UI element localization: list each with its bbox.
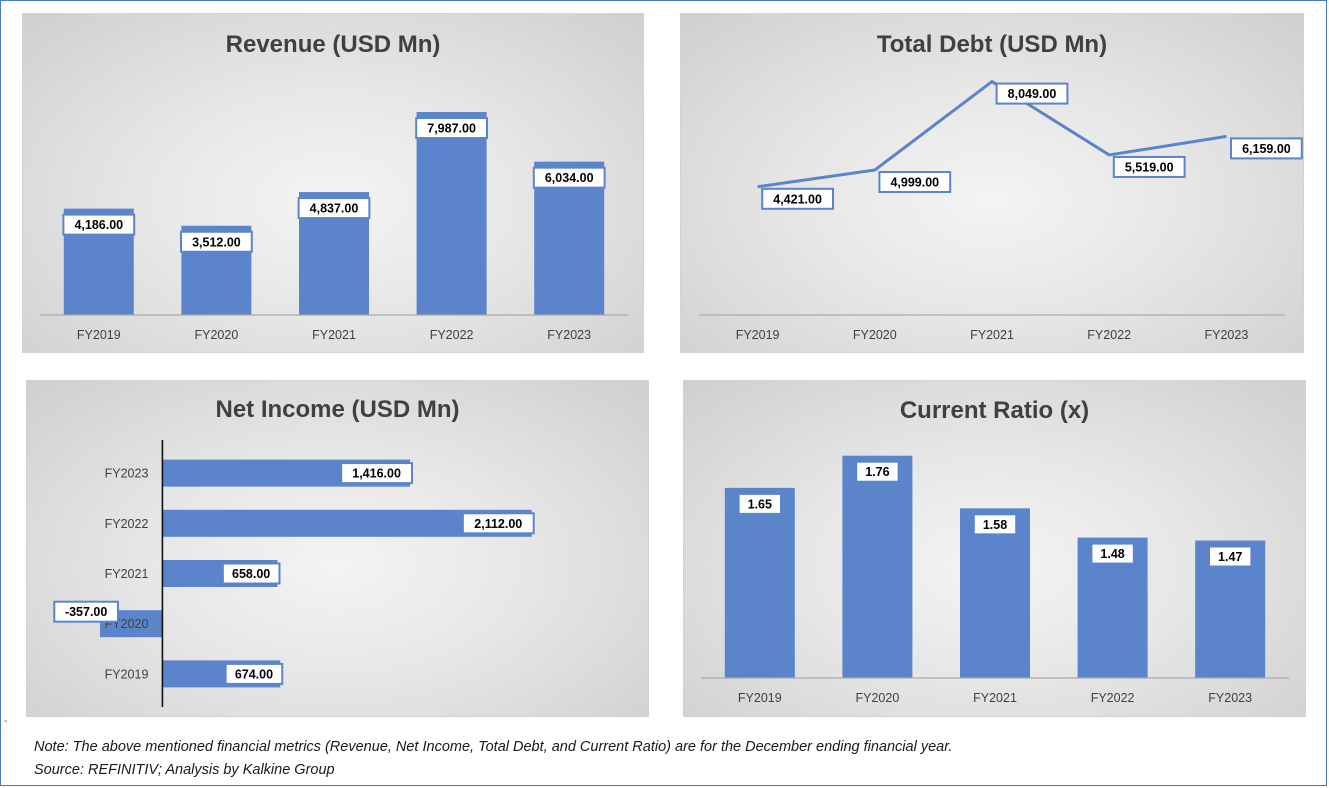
- income-data-label-box: [224, 662, 284, 685]
- ratio-tick-label: FY2023: [1208, 691, 1252, 705]
- debt-data-label-box: [1112, 155, 1186, 178]
- net-income-chart-plot: FY2023 1,416.00 FY2022 2,112.00 FY2021 658.00…: [53, 440, 535, 707]
- revenue-chart-title: Revenue (USD Mn): [225, 31, 441, 58]
- net-income-chart-title: Net Income (USD Mn): [215, 396, 460, 423]
- footnote: Note: The above mentioned financial metr…: [34, 736, 953, 782]
- net-income-chart: Net Income (USD Mn) FY2023 1,416.00 FY2022…: [26, 380, 649, 717]
- ratio-data-label: 1.58: [983, 518, 1007, 532]
- current-ratio-chart-plot: 1.65 1.76 1.58 1.48 1.47 FY2019 FY2020 FY2021 FY…: [701, 455, 1289, 705]
- ratio-data-label: 1.47: [1218, 550, 1242, 564]
- total-debt-chart: Total Debt (USD Mn) 4,421.00 4,999.00 8,04…: [680, 13, 1304, 353]
- ratio-bar: [724, 487, 795, 678]
- ratio-data-label-box: [1090, 542, 1135, 565]
- total-debt-chart-plot: 4,421.00 4,999.00 8,049.00 5,519.00 6,159.00…: [699, 80, 1303, 342]
- total-debt-chart-title: Total Debt (USD Mn): [876, 31, 1108, 58]
- ratio-data-label-box: [737, 492, 782, 515]
- ratio-bar: [960, 508, 1030, 678]
- current-ratio-chart-title: Current Ratio (x): [899, 397, 1090, 424]
- income-data-label: 1,416.00: [352, 467, 401, 481]
- ratio-tick-label: FY2020: [856, 691, 900, 705]
- debt-data-label: 6,159.00: [1242, 142, 1291, 156]
- revenue-chart-plot: 4,186.00 3,512.00 4,837.00 7,987.00 6,034.00…: [40, 112, 628, 342]
- ratio-data-label-box: [855, 460, 900, 483]
- ratio-data-label: 1.76: [865, 465, 889, 479]
- revenue-tick-label: FY2021: [312, 328, 356, 342]
- footnote-source: Source: REFINITIV; Analysis by Kalkine G…: [34, 762, 335, 778]
- ratio-data-label: 1.65: [748, 497, 772, 511]
- ratio-data-label: 1.48: [1100, 547, 1124, 561]
- ratio-tick-label: FY2019: [738, 691, 782, 705]
- debt-data-label-box: [761, 187, 834, 210]
- income-data-label-box: [53, 600, 120, 623]
- revenue-data-label-box: [297, 197, 371, 220]
- debt-series-line: [757, 80, 1227, 189]
- footnote-note: Note: The above mentioned financial metr…: [34, 739, 953, 755]
- debt-tick-label: FY2023: [1205, 328, 1249, 342]
- debt-tick-label: FY2021: [970, 328, 1014, 342]
- debt-data-label: 4,999.00: [890, 176, 939, 190]
- revenue-data-label-box: [532, 166, 606, 189]
- debt-tick-label: FY2022: [1087, 328, 1131, 342]
- ratio-tick-label: FY2021: [973, 691, 1017, 705]
- debt-tick-label: FY2019: [736, 328, 780, 342]
- debt-data-label: 4,421.00: [773, 192, 822, 206]
- income-tick-label: FY2019: [105, 667, 149, 681]
- ratio-bar: [842, 455, 913, 678]
- debt-data-label-box: [1230, 137, 1303, 160]
- income-data-label-box: [221, 562, 281, 585]
- revenue-bar: [416, 112, 487, 316]
- ratio-data-label-box: [1208, 545, 1253, 568]
- revenue-tick-label: FY2023: [547, 328, 591, 342]
- revenue-data-label: 7,987.00: [427, 122, 476, 136]
- debt-data-label-box: [995, 82, 1069, 105]
- revenue-data-label: 4,837.00: [310, 202, 359, 216]
- revenue-data-label-box: [180, 230, 253, 253]
- revenue-data-label: 6,034.00: [545, 171, 594, 185]
- income-tick-label: FY2023: [105, 467, 149, 481]
- ratio-tick-label: FY2022: [1091, 691, 1135, 705]
- revenue-data-label-box: [62, 213, 136, 236]
- income-data-label: -357.00: [65, 605, 107, 619]
- revenue-data-label: 4,186.00: [74, 218, 123, 232]
- income-data-label: 2,112.00: [474, 517, 522, 531]
- ratio-data-label-box: [972, 513, 1018, 536]
- income-data-label: 674.00: [235, 667, 273, 681]
- revenue-data-label-box: [415, 117, 489, 140]
- revenue-tick-label: FY2020: [195, 328, 239, 342]
- revenue-tick-label: FY2019: [77, 328, 121, 342]
- income-tick-label: FY2022: [105, 517, 149, 531]
- debt-data-label: 8,049.00: [1008, 87, 1057, 101]
- debt-data-label: 5,519.00: [1125, 160, 1174, 174]
- debt-data-label-box: [878, 171, 952, 194]
- income-data-label: 658.00: [232, 567, 270, 581]
- debt-tick-label: FY2020: [853, 328, 897, 342]
- income-tick-label: FY2021: [105, 567, 149, 581]
- income-data-label-box: [461, 512, 535, 535]
- revenue-chart: Revenue (USD Mn) 4,186.00 3,512.00 4,837.0…: [22, 13, 644, 353]
- current-ratio-chart: Current Ratio (x) 1.65 1.76 1.58 1.48 1.47 FY…: [683, 380, 1306, 717]
- revenue-tick-label: FY2022: [430, 328, 474, 342]
- corner-mark: -: [4, 716, 8, 727]
- revenue-data-label: 3,512.00: [192, 235, 241, 249]
- income-data-label-box: [340, 462, 413, 485]
